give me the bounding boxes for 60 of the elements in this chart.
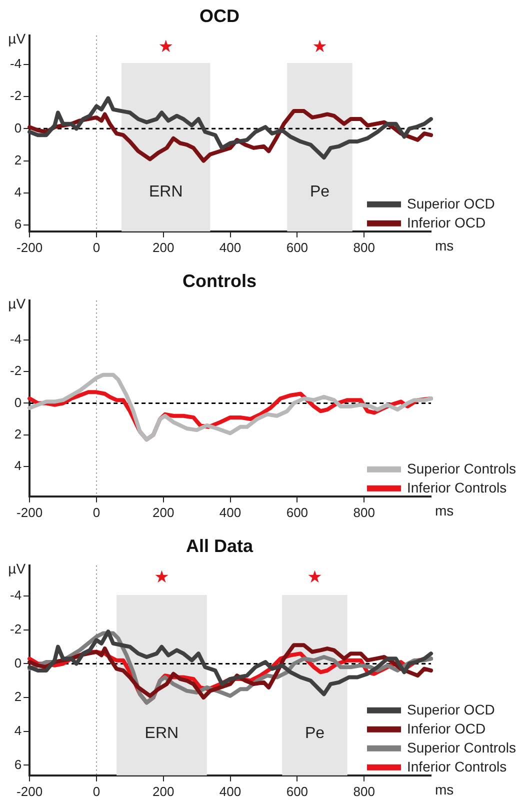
- x-tick-label: 800: [353, 240, 375, 255]
- x-tick-label: 400: [219, 504, 242, 520]
- legend-label: Superior Controls: [407, 460, 516, 476]
- y-tick-label: 6: [14, 756, 22, 772]
- x-tick-label: 600: [286, 240, 308, 255]
- annotation: ★: [154, 568, 170, 588]
- y-tick-label: -4: [10, 56, 22, 72]
- x-tick-label: 400: [219, 784, 242, 799]
- annotation: ★: [312, 36, 328, 57]
- x-axis-title: ms: [435, 781, 454, 798]
- legend-label: Inferior OCD: [407, 214, 486, 230]
- legend-label: Inferior Controls: [407, 479, 507, 496]
- y-tick-label: 2: [14, 426, 22, 442]
- x-tick-label: 400: [219, 240, 242, 255]
- x-tick-label: 0: [92, 240, 100, 255]
- x-axis-title: ms: [435, 502, 454, 518]
- y-tick-label: 4: [14, 722, 22, 738]
- band-label: ERN: [144, 724, 179, 742]
- y-tick-label: 0: [14, 120, 22, 136]
- legend-label: Superior Controls: [407, 739, 516, 756]
- x-tick-label: -200: [16, 240, 43, 255]
- x-tick-label: 800: [353, 784, 375, 799]
- y-tick-label: 4: [14, 184, 22, 200]
- y-axis-title: µV: [8, 30, 26, 46]
- x-tick-label: 200: [152, 240, 174, 255]
- x-tick-label: 200: [152, 504, 174, 520]
- y-tick-label: -2: [10, 88, 22, 104]
- annotation: ★: [158, 36, 174, 57]
- y-tick-label: 2: [14, 152, 22, 168]
- y-tick-label: 4: [14, 458, 22, 473]
- chart-title: Controls: [182, 270, 256, 291]
- x-tick-label: -200: [16, 784, 43, 799]
- band-label: Pe: [304, 724, 325, 742]
- y-tick-label: -2: [10, 621, 22, 636]
- y-tick-label: 0: [14, 394, 22, 410]
- x-tick-label: 0: [92, 504, 100, 520]
- annotation: ★: [307, 568, 322, 588]
- x-tick-label: -200: [16, 504, 43, 520]
- x-tick-label: 600: [286, 784, 308, 799]
- x-tick-label: 600: [286, 504, 308, 520]
- chart-title: OCD: [200, 6, 240, 26]
- band-label: ERN: [148, 184, 183, 201]
- x-tick-label: 0: [92, 784, 100, 799]
- x-tick-label: 200: [152, 784, 174, 799]
- legend-label: Inferior Controls: [407, 758, 507, 774]
- x-axis-title: ms: [435, 237, 454, 254]
- x-tick-label: 800: [353, 504, 375, 520]
- band-label: Pe: [310, 184, 330, 201]
- y-tick-label: -2: [10, 363, 22, 378]
- y-axis-title: µV: [8, 295, 26, 312]
- y-tick-label: -4: [10, 588, 22, 603]
- legend-label: Superior OCD: [407, 195, 495, 212]
- y-axis-title: µV: [8, 560, 26, 576]
- legend-label: Inferior OCD: [407, 720, 486, 736]
- chart-title: All Data: [186, 536, 254, 556]
- y-tick-label: 0: [14, 655, 22, 670]
- y-tick-label: 6: [14, 216, 22, 232]
- y-tick-label: -4: [10, 332, 22, 347]
- legend-label: Superior OCD: [407, 701, 495, 718]
- y-tick-label: 2: [14, 689, 22, 704]
